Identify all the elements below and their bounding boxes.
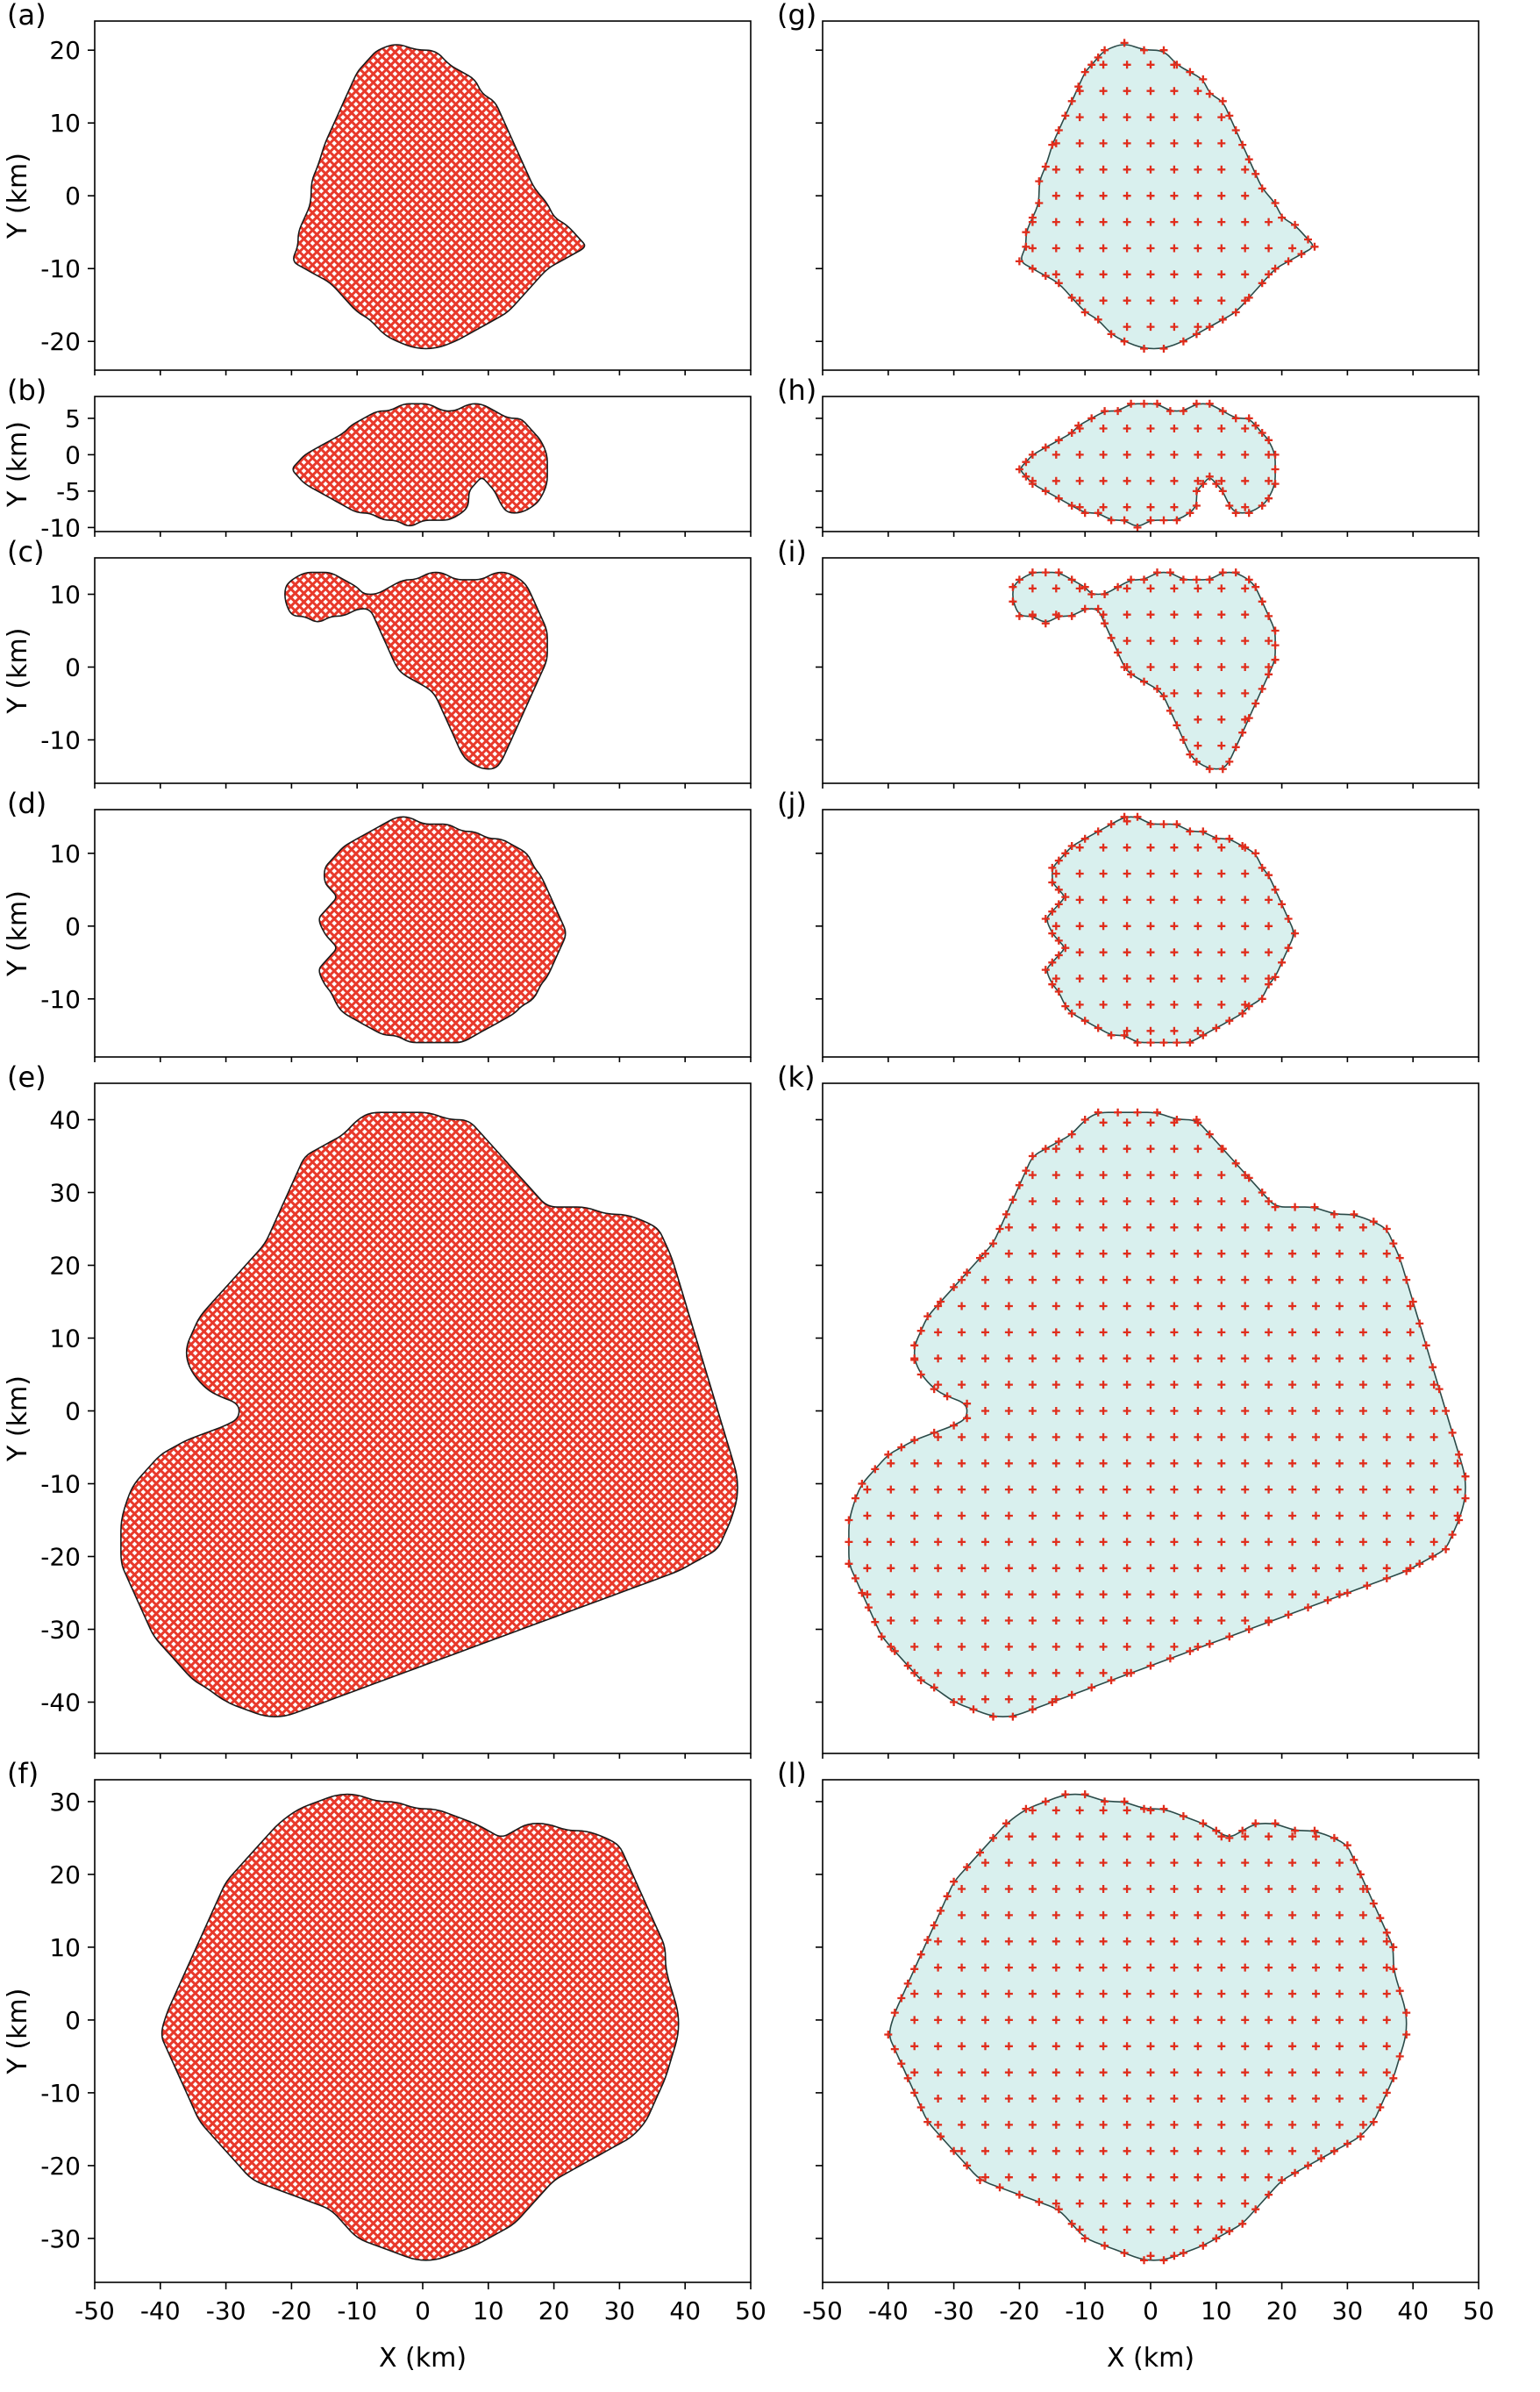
panel-b: (b) -10 -5 0 5 Y (km) xyxy=(0,375,770,537)
svg-text:0: 0 xyxy=(65,912,81,941)
panel-label: (j) xyxy=(777,787,807,820)
svg-text:10: 10 xyxy=(1201,2296,1232,2325)
svg-text:-40: -40 xyxy=(40,1689,81,1717)
svg-text:-20: -20 xyxy=(40,327,81,356)
svg-text:20: 20 xyxy=(49,36,81,65)
svg-text:0: 0 xyxy=(65,182,81,211)
svg-text:10: 10 xyxy=(49,1933,81,1962)
svg-text:-30: -30 xyxy=(40,1616,81,1645)
svg-text:20: 20 xyxy=(49,1252,81,1281)
svg-text:30: 30 xyxy=(604,2296,636,2325)
svg-text:50: 50 xyxy=(735,2296,766,2325)
svg-text:10: 10 xyxy=(49,839,81,868)
svg-text:-10: -10 xyxy=(40,985,81,1014)
panel-label: (b) xyxy=(7,374,47,407)
plot-h xyxy=(816,396,1479,537)
svg-text:-10: -10 xyxy=(337,2296,377,2325)
panel-label: (g) xyxy=(777,0,817,32)
panel-l: (l) -50 -40 -30 -20 -10 0 10 20 30 40 50 X (km) xyxy=(770,1759,1540,2377)
plot-e: -40 -30 -20 -10 0 10 20 30 40 Y (km) xyxy=(3,1082,752,1759)
svg-text:-20: -20 xyxy=(272,2296,312,2325)
svg-text:40: 40 xyxy=(49,1106,81,1135)
svg-text:-10: -10 xyxy=(40,1470,81,1499)
svg-text:0: 0 xyxy=(415,2296,431,2325)
panel-c: (c) -10 0 10 Y (km) xyxy=(0,537,770,789)
x-axis-label: X (km) xyxy=(1107,2343,1194,2374)
svg-text:40: 40 xyxy=(669,2296,701,2325)
svg-text:10: 10 xyxy=(49,581,81,610)
svg-text:10: 10 xyxy=(49,109,81,138)
svg-text:0: 0 xyxy=(65,1397,81,1426)
svg-text:30: 30 xyxy=(49,1179,81,1208)
panel-f: (f) -50 -40 -30 -20 -10 0 10 20 30 40 50 -30 -20 -10 0… xyxy=(0,1759,770,2377)
plot-d: -10 0 10 Y (km) xyxy=(3,809,752,1062)
plot-l: -50 -40 -30 -20 -10 0 10 20 30 40 50 X (km) xyxy=(802,1779,1494,2374)
svg-text:0: 0 xyxy=(65,653,81,682)
svg-text:-30: -30 xyxy=(206,2296,246,2325)
svg-text:30: 30 xyxy=(49,1788,81,1817)
svg-text:-50: -50 xyxy=(802,2296,843,2325)
svg-text:-10: -10 xyxy=(40,726,81,755)
y-axis-label: Y (km) xyxy=(3,890,33,977)
plot-c: -10 0 10 Y (km) xyxy=(3,557,752,789)
svg-text:-50: -50 xyxy=(75,2296,115,2325)
y-axis-label: Y (km) xyxy=(3,628,33,715)
svg-text:-20: -20 xyxy=(1000,2296,1040,2325)
svg-text:20: 20 xyxy=(49,1860,81,1889)
panel-e: (e) -40 -30 -20 -10 0 10 20 30 40 Y (km) xyxy=(0,1062,770,1759)
x-axis-label: X (km) xyxy=(379,2343,467,2374)
panel-label: (l) xyxy=(777,1757,807,1790)
plot-i xyxy=(816,557,1479,789)
svg-text:-20: -20 xyxy=(40,1543,81,1572)
panel-label: (h) xyxy=(777,374,817,407)
plot-b: -10 -5 0 5 Y (km) xyxy=(3,396,752,537)
svg-text:-10: -10 xyxy=(40,2079,81,2108)
svg-text:40: 40 xyxy=(1397,2296,1429,2325)
svg-text:10: 10 xyxy=(473,2296,504,2325)
svg-text:10: 10 xyxy=(49,1325,81,1353)
svg-text:-10: -10 xyxy=(40,254,81,283)
panel-k: (k) xyxy=(770,1062,1540,1759)
svg-text:0: 0 xyxy=(65,2006,81,2035)
panel-label: (c) xyxy=(7,535,45,568)
panel-label: (e) xyxy=(7,1060,46,1094)
svg-text:-40: -40 xyxy=(140,2296,181,2325)
y-axis-label: Y (km) xyxy=(3,421,33,508)
svg-text:30: 30 xyxy=(1332,2296,1364,2325)
svg-text:0: 0 xyxy=(1143,2296,1159,2325)
plot-g xyxy=(816,20,1479,375)
svg-text:20: 20 xyxy=(1266,2296,1298,2325)
svg-text:-30: -30 xyxy=(40,2224,81,2253)
plot-a: -20 -10 0 10 20 Y (km) xyxy=(3,20,752,375)
svg-text:-5: -5 xyxy=(56,477,81,506)
panel-d: (d) -10 0 10 Y (km) xyxy=(0,789,770,1062)
panel-h: (h) xyxy=(770,375,1540,537)
svg-text:-40: -40 xyxy=(868,2296,909,2325)
svg-text:-30: -30 xyxy=(934,2296,974,2325)
svg-text:0: 0 xyxy=(65,440,81,469)
panel-label: (k) xyxy=(777,1060,816,1094)
panel-label: (i) xyxy=(777,535,807,568)
panel-i: (i) xyxy=(770,537,1540,789)
y-axis-label: Y (km) xyxy=(3,1989,33,2075)
svg-text:20: 20 xyxy=(538,2296,570,2325)
svg-text:5: 5 xyxy=(65,404,81,433)
svg-text:-10: -10 xyxy=(40,513,81,537)
y-axis-label: Y (km) xyxy=(3,153,33,239)
plot-k xyxy=(816,1082,1479,1759)
panel-label: (a) xyxy=(7,0,46,32)
panel-label: (f) xyxy=(7,1757,39,1790)
panel-a: (a) -20 -10 0 10 20 Y (km) xyxy=(0,0,770,375)
plot-j xyxy=(816,809,1479,1062)
panel-j: (j) xyxy=(770,789,1540,1062)
y-axis-label: Y (km) xyxy=(3,1375,33,1462)
panel-label: (d) xyxy=(7,787,47,820)
svg-text:-20: -20 xyxy=(40,2152,81,2181)
svg-text:-10: -10 xyxy=(1065,2296,1105,2325)
svg-text:50: 50 xyxy=(1463,2296,1494,2325)
panel-g: (g) xyxy=(770,0,1540,375)
plot-f: -50 -40 -30 -20 -10 0 10 20 30 40 50 -30 -20 -10 0 10 20… xyxy=(3,1779,766,2374)
